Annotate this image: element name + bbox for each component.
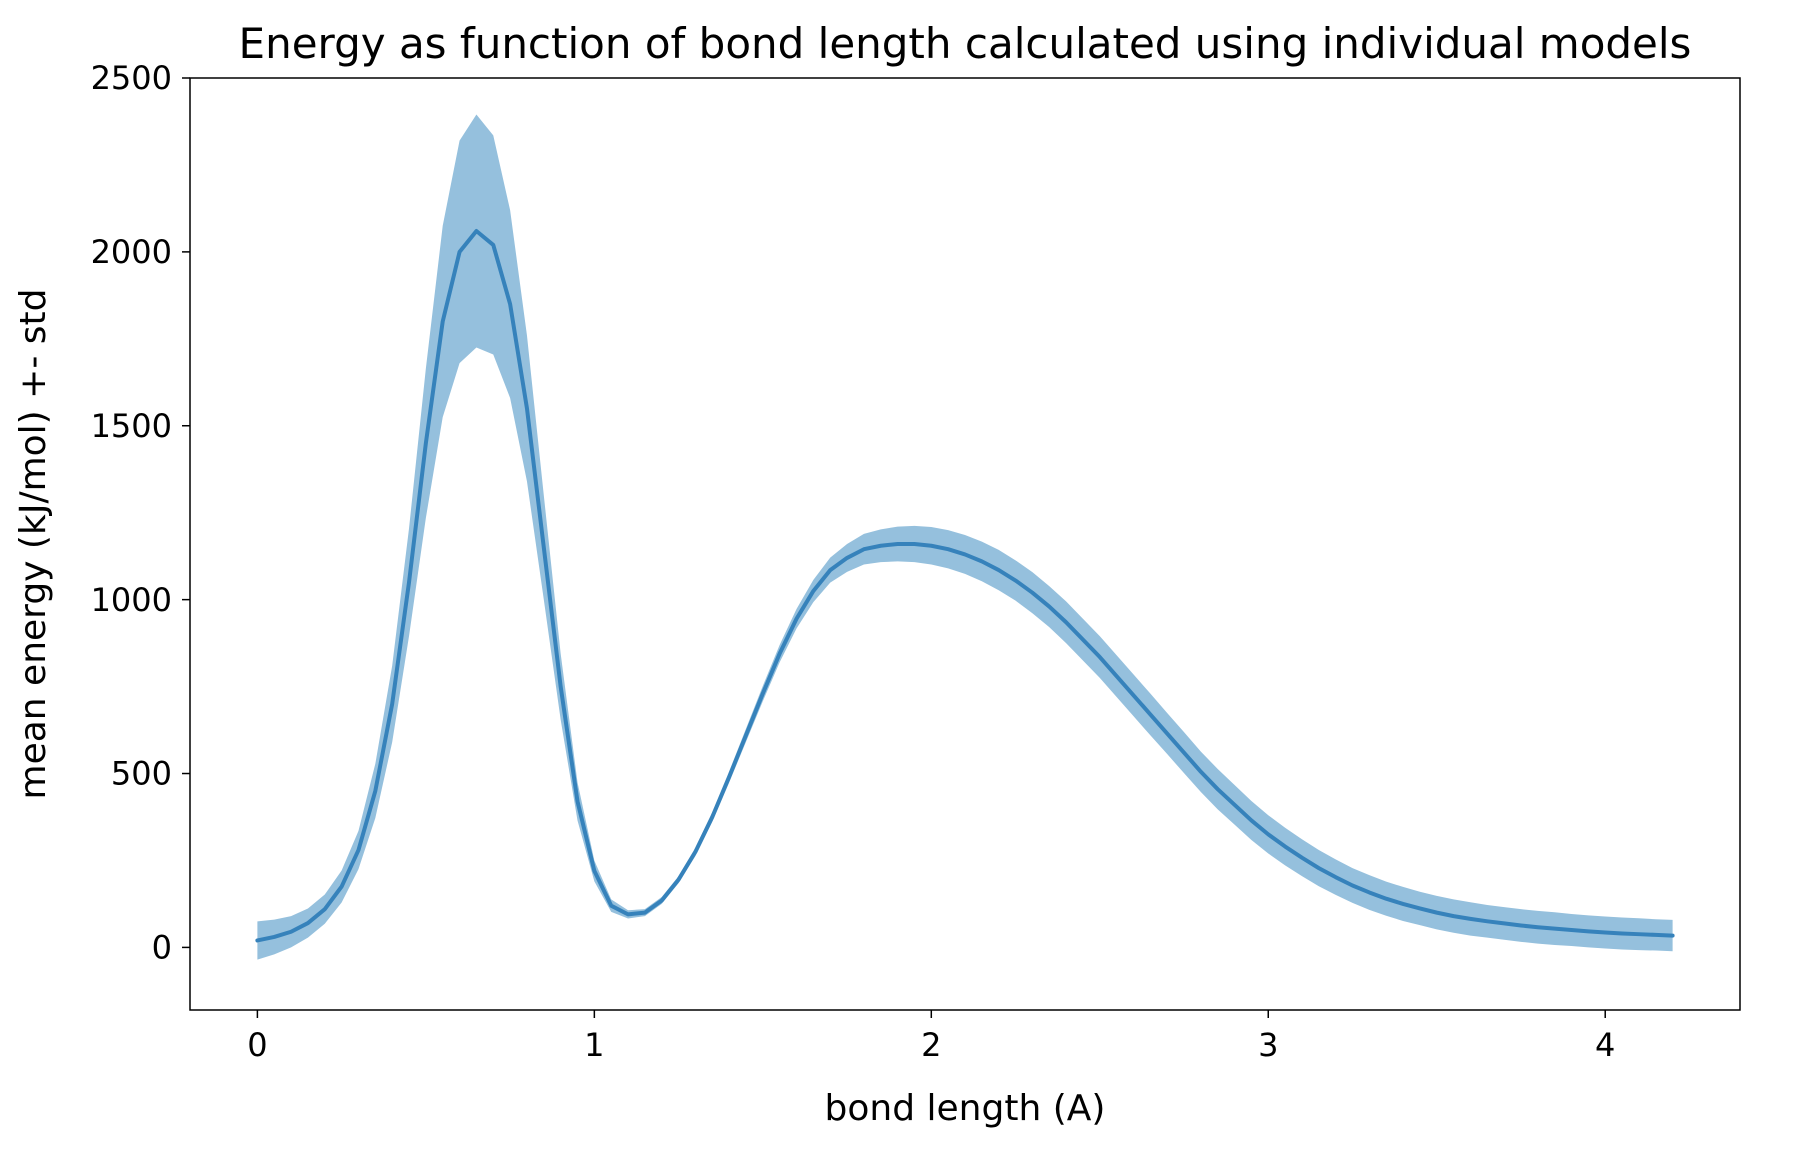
- y-tick-label: 500: [111, 755, 172, 793]
- chart-container: 0 1 2 3 4 bond length (A) 0 500 1000 1500 2000 2500…: [0, 0, 1815, 1154]
- x-tick-label: 1: [584, 1026, 604, 1064]
- x-tick-label: 2: [921, 1026, 941, 1064]
- y-tick-label: 1000: [91, 581, 172, 619]
- x-axis-label: bond length (A): [825, 1088, 1106, 1129]
- y-tick-label: 2000: [91, 233, 172, 271]
- x-tick-label: 0: [247, 1026, 267, 1064]
- x-tick-label: 4: [1595, 1026, 1615, 1064]
- chart-title: Energy as function of bond length calcul…: [239, 19, 1692, 68]
- energy-bondlength-chart: 0 1 2 3 4 bond length (A) 0 500 1000 1500 2000 2500…: [0, 0, 1815, 1154]
- y-axis-label: mean energy (kJ/mol) +- std: [13, 289, 54, 800]
- x-tick-label: 3: [1258, 1026, 1278, 1064]
- y-tick-label: 0: [152, 929, 172, 967]
- y-tick-label: 2500: [91, 59, 172, 97]
- y-tick-label: 1500: [91, 407, 172, 445]
